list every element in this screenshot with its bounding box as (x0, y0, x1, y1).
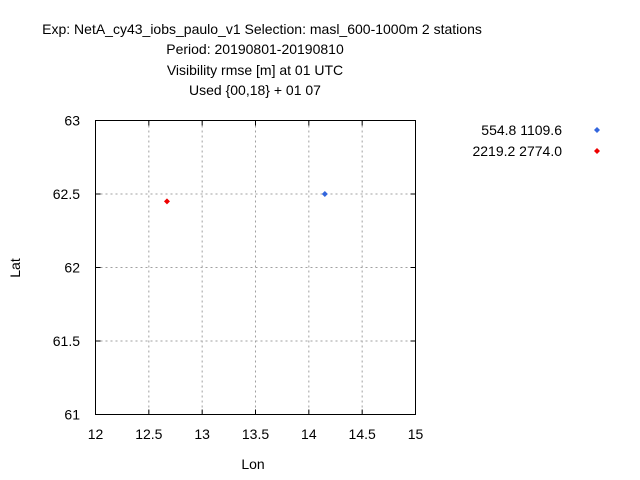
x-tick-label: 12.5 (135, 426, 162, 442)
grid-lines (95, 120, 416, 415)
y-tick-label: 61.5 (53, 333, 80, 349)
data-points (163, 191, 328, 205)
legend-entry-label: 554.8 1109.6 (481, 122, 562, 138)
chart-header-line-1: Exp: NetA_cy43_iobs_paulo_v1 Selection: … (42, 21, 482, 37)
chart-title: Visibility rmse [m] at 01 UTC (166, 62, 344, 78)
legend: 554.8 1109.6 2219.2 2774.0 (472, 122, 600, 159)
x-tick-label: 15 (408, 426, 424, 442)
y-tick-label: 62 (64, 260, 80, 276)
x-axis-label: Lon (241, 456, 264, 472)
x-tick-label: 14 (301, 426, 317, 442)
axis-ticks: 12 12.5 13 13.5 14 14.5 15 61 61.5 62 62.5 63 (53, 113, 424, 443)
data-point (321, 191, 328, 197)
chart-header-line-2: Period: 20190801-20190810 (166, 41, 344, 57)
data-point (163, 198, 170, 205)
y-tick-label: 62.5 (53, 186, 80, 202)
y-axis-label: Lat (7, 258, 23, 278)
x-tick-label: 14.5 (349, 426, 376, 442)
legend-entry-label: 2219.2 2774.0 (472, 143, 562, 159)
x-tick-label: 13.5 (242, 426, 269, 442)
x-tick-label: 13 (194, 426, 210, 442)
legend-marker (594, 148, 600, 154)
legend-marker (594, 127, 600, 133)
x-tick-label: 12 (88, 426, 104, 442)
y-tick-label: 63 (64, 113, 80, 129)
chart-header-line-4: Used {00,18} + 01 07 (189, 82, 321, 98)
y-tick-label: 61 (64, 407, 80, 423)
